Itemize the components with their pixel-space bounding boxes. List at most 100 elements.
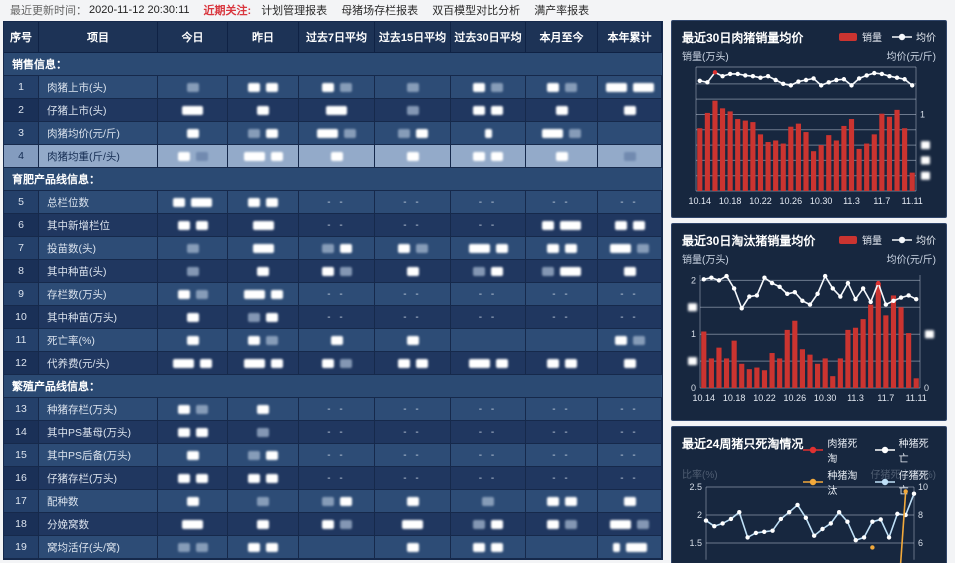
data-cell[interactable]: [451, 260, 526, 283]
row-label[interactable]: 种猪存栏(万头): [39, 398, 158, 421]
data-cell[interactable]: - -: [526, 306, 598, 329]
data-cell[interactable]: - -: [598, 421, 662, 444]
topbar-menu-item-2[interactable]: 母猪场存栏报表: [341, 5, 419, 17]
data-cell[interactable]: [299, 260, 375, 283]
data-cell[interactable]: [598, 329, 662, 352]
data-cell[interactable]: [158, 76, 228, 99]
topbar-menu-item-1[interactable]: 计划管理报表: [261, 5, 328, 17]
data-cell[interactable]: - -: [598, 467, 662, 490]
data-cell[interactable]: - -: [598, 191, 662, 214]
row-number[interactable]: 4: [4, 145, 39, 168]
data-cell[interactable]: [526, 237, 598, 260]
data-cell[interactable]: [228, 214, 299, 237]
data-cell[interactable]: [526, 214, 598, 237]
data-cell[interactable]: [598, 490, 662, 513]
data-cell[interactable]: - -: [299, 398, 375, 421]
data-cell[interactable]: [526, 536, 598, 559]
legend-item-1[interactable]: 肉猪死淘: [803, 435, 864, 465]
row-number[interactable]: 5: [4, 191, 39, 214]
row-number[interactable]: 12: [4, 352, 39, 375]
data-cell[interactable]: [299, 490, 375, 513]
row-number[interactable]: 15: [4, 444, 39, 467]
row-label[interactable]: 配种数: [39, 490, 158, 513]
data-cell[interactable]: [451, 329, 526, 352]
row-label[interactable]: 其中新增栏位: [39, 214, 158, 237]
data-cell[interactable]: [158, 444, 228, 467]
data-cell[interactable]: [451, 76, 526, 99]
data-cell[interactable]: [451, 352, 526, 375]
data-cell[interactable]: [299, 99, 375, 122]
data-cell[interactable]: [158, 513, 228, 536]
data-cell[interactable]: [451, 490, 526, 513]
data-cell[interactable]: [158, 99, 228, 122]
data-cell[interactable]: [158, 398, 228, 421]
row-number[interactable]: 3: [4, 122, 39, 145]
row-label[interactable]: 肉猪均价(元/斤): [39, 122, 158, 145]
row-label[interactable]: 其中PS后备(万头): [39, 444, 158, 467]
data-cell[interactable]: [228, 145, 299, 168]
row-number[interactable]: 7: [4, 237, 39, 260]
row-label[interactable]: 肉猪上市(头): [39, 76, 158, 99]
data-cell[interactable]: [228, 398, 299, 421]
data-cell[interactable]: [598, 145, 662, 168]
data-cell[interactable]: - -: [451, 214, 526, 237]
data-cell[interactable]: [598, 99, 662, 122]
row-number[interactable]: 13: [4, 398, 39, 421]
data-cell[interactable]: [598, 214, 662, 237]
data-cell[interactable]: [375, 536, 451, 559]
data-cell[interactable]: [451, 536, 526, 559]
data-cell[interactable]: - -: [526, 467, 598, 490]
data-cell[interactable]: - -: [526, 444, 598, 467]
topbar-menu-item-4[interactable]: 满产率报表: [534, 5, 590, 17]
data-cell[interactable]: - -: [299, 283, 375, 306]
row-number[interactable]: 9: [4, 283, 39, 306]
data-cell[interactable]: - -: [375, 421, 451, 444]
row-number[interactable]: 14: [4, 421, 39, 444]
data-cell[interactable]: [526, 329, 598, 352]
data-cell[interactable]: [598, 352, 662, 375]
data-cell[interactable]: [158, 214, 228, 237]
row-number[interactable]: 16: [4, 467, 39, 490]
data-cell[interactable]: [451, 122, 526, 145]
data-cell[interactable]: - -: [375, 191, 451, 214]
row-label[interactable]: 投苗数(头): [39, 237, 158, 260]
data-cell[interactable]: [375, 145, 451, 168]
data-cell[interactable]: [158, 260, 228, 283]
data-cell[interactable]: [228, 421, 299, 444]
data-cell[interactable]: [228, 444, 299, 467]
data-cell[interactable]: [299, 513, 375, 536]
data-cell[interactable]: - -: [451, 306, 526, 329]
data-cell[interactable]: - -: [451, 421, 526, 444]
data-cell[interactable]: - -: [375, 444, 451, 467]
data-cell[interactable]: [451, 513, 526, 536]
data-cell[interactable]: [228, 76, 299, 99]
data-cell[interactable]: [451, 99, 526, 122]
data-cell[interactable]: [375, 490, 451, 513]
data-cell[interactable]: [299, 352, 375, 375]
row-number[interactable]: 6: [4, 214, 39, 237]
data-cell[interactable]: - -: [375, 283, 451, 306]
data-cell[interactable]: - -: [299, 421, 375, 444]
data-cell[interactable]: [158, 306, 228, 329]
legend-item-1[interactable]: 销量: [838, 29, 882, 44]
data-cell[interactable]: [299, 237, 375, 260]
data-cell[interactable]: [228, 352, 299, 375]
data-cell[interactable]: - -: [299, 444, 375, 467]
row-number[interactable]: 17: [4, 490, 39, 513]
data-cell[interactable]: - -: [451, 191, 526, 214]
data-cell[interactable]: - -: [598, 398, 662, 421]
data-cell[interactable]: - -: [598, 283, 662, 306]
data-cell[interactable]: [526, 99, 598, 122]
data-cell[interactable]: - -: [451, 444, 526, 467]
data-cell[interactable]: [598, 237, 662, 260]
data-cell[interactable]: - -: [375, 214, 451, 237]
data-cell[interactable]: [299, 536, 375, 559]
data-cell[interactable]: [375, 329, 451, 352]
row-number[interactable]: 1: [4, 76, 39, 99]
data-cell[interactable]: - -: [299, 214, 375, 237]
topbar-menu-item-3[interactable]: 双百模型对比分析: [432, 5, 521, 17]
data-cell[interactable]: [598, 122, 662, 145]
data-cell[interactable]: - -: [299, 467, 375, 490]
data-cell[interactable]: [451, 237, 526, 260]
data-cell[interactable]: - -: [375, 306, 451, 329]
